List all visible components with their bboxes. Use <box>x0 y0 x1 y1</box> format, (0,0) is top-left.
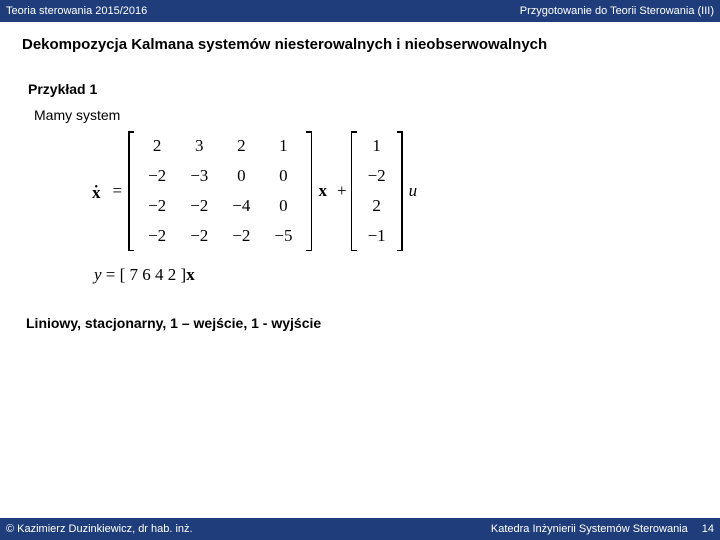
header-left: Teoria sterowania 2015/2016 <box>6 5 147 17</box>
slide-title: Dekompozycja Kalmana systemów niesterowa… <box>22 36 698 53</box>
matrix-A: 2321 −2−300 −2−2−40 −2−2−2−5 <box>128 131 312 251</box>
equations-block: • x = 2321 −2−300 −2−2−40 −2−2−2−5 x + <box>92 131 698 285</box>
slide-header: Teoria sterowania 2015/2016 Przygotowani… <box>0 0 720 22</box>
slide-footer: © Kazimierz Duzinkiewicz, dr hab. inż. K… <box>0 518 720 540</box>
header-right: Przygotowanie do Teorii Sterowania (III) <box>520 5 714 17</box>
output-equation: y = [ 7 6 4 2 ]x <box>94 265 698 285</box>
x-vector-symbol: x <box>318 181 327 201</box>
plus-sign: + <box>337 181 347 201</box>
page-number: 14 <box>702 523 714 535</box>
example-label: Przykład 1 <box>28 81 698 97</box>
footer-dept: Katedra Inżynierii Systemów Sterowania <box>491 523 688 535</box>
mamy-system-label: Mamy system <box>34 107 698 123</box>
slide-content: Dekompozycja Kalmana systemów niesterowa… <box>0 22 720 331</box>
state-equation: • x = 2321 −2−300 −2−2−40 −2−2−2−5 x + <box>92 131 698 251</box>
system-description: Liniowy, stacjonarny, 1 – wejście, 1 - w… <box>26 315 698 331</box>
x-dot-symbol: • x <box>92 186 101 197</box>
footer-author: © Kazimierz Duzinkiewicz, dr hab. inż. <box>6 523 193 535</box>
equals-sign: = <box>113 181 123 201</box>
vector-B: 1 −2 2 −1 <box>351 131 403 251</box>
u-symbol: u <box>409 181 418 201</box>
